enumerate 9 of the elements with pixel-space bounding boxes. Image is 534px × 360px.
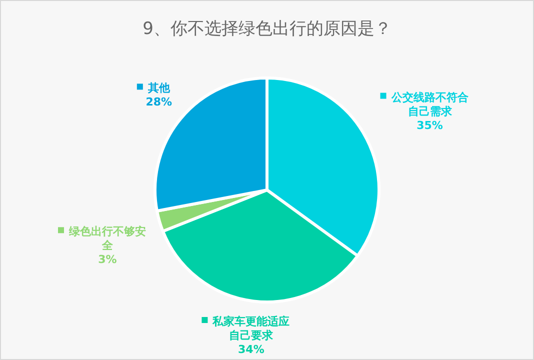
data-label: 35% xyxy=(416,118,443,132)
data-label: 28% xyxy=(146,96,172,109)
legend-label: 私家车更能适应自己要求 xyxy=(212,315,290,342)
chart-title: 9、你不选择绿色出行的原因是？ xyxy=(142,19,392,39)
data-label: 3% xyxy=(98,253,117,266)
legend-label: 其他 xyxy=(146,82,171,95)
legend-label: 绿色出行不够安全 xyxy=(68,225,146,252)
legend-label: 公交线路不符合自己需求 xyxy=(390,90,470,118)
data-label: 34% xyxy=(238,343,264,356)
